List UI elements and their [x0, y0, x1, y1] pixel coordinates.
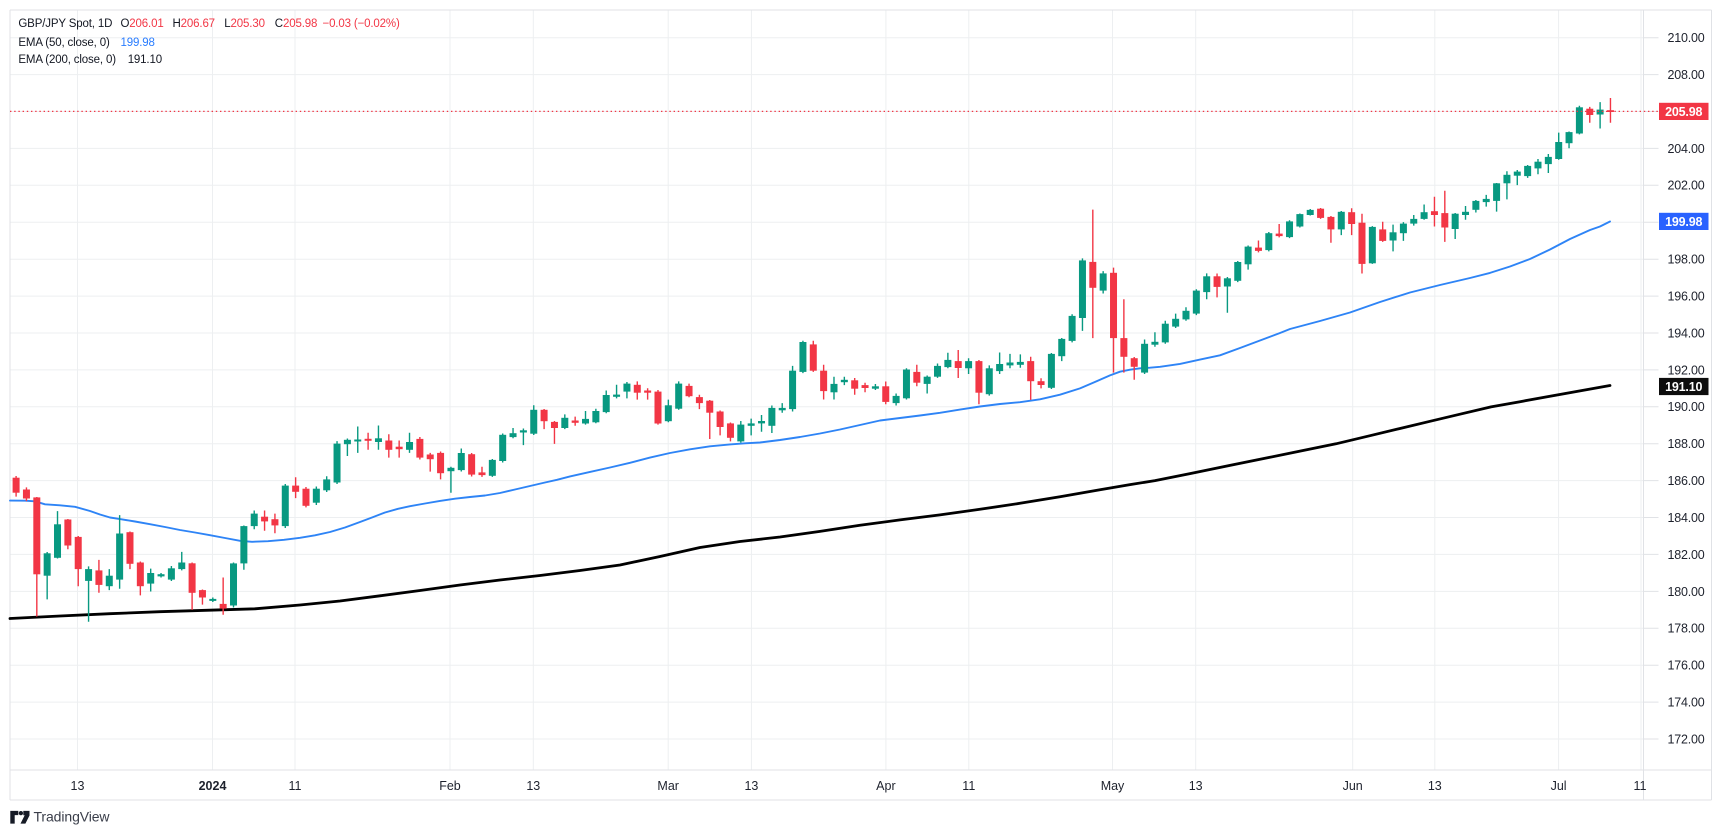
- svg-text:188.00: 188.00: [1668, 437, 1705, 451]
- svg-text:13: 13: [1189, 779, 1203, 793]
- svg-text:178.00: 178.00: [1668, 622, 1705, 636]
- svg-text:199.98: 199.98: [1665, 215, 1702, 229]
- svg-text:2024: 2024: [199, 779, 227, 793]
- svg-text:182.00: 182.00: [1668, 548, 1705, 562]
- svg-text:184.00: 184.00: [1668, 511, 1705, 525]
- svg-text:TradingView: TradingView: [34, 809, 111, 825]
- svg-text:190.00: 190.00: [1668, 400, 1705, 414]
- svg-text:Apr: Apr: [876, 779, 895, 793]
- svg-text:210.00: 210.00: [1668, 31, 1705, 45]
- svg-text:196.00: 196.00: [1668, 290, 1705, 304]
- svg-text:204.00: 204.00: [1668, 142, 1705, 156]
- svg-text:202.00: 202.00: [1668, 179, 1705, 193]
- svg-text:205.98: 205.98: [1665, 105, 1702, 119]
- svg-text:186.00: 186.00: [1668, 474, 1705, 488]
- svg-text:198.00: 198.00: [1668, 253, 1705, 267]
- svg-text:194.00: 194.00: [1668, 326, 1705, 340]
- svg-text:192.00: 192.00: [1668, 363, 1705, 377]
- svg-text:176.00: 176.00: [1668, 659, 1705, 673]
- svg-text:Mar: Mar: [657, 779, 679, 793]
- svg-text:11: 11: [289, 779, 302, 793]
- svg-text:Jun: Jun: [1343, 779, 1363, 793]
- svg-text:11: 11: [962, 779, 975, 793]
- svg-text:180.00: 180.00: [1668, 585, 1705, 599]
- svg-text:Feb: Feb: [439, 779, 461, 793]
- svg-text:13: 13: [1428, 779, 1442, 793]
- svg-text:Jul: Jul: [1551, 779, 1567, 793]
- svg-text:13: 13: [71, 779, 85, 793]
- svg-text:May: May: [1101, 779, 1125, 793]
- svg-text:13: 13: [526, 779, 540, 793]
- svg-text:13: 13: [744, 779, 758, 793]
- svg-text:208.00: 208.00: [1668, 68, 1705, 82]
- svg-text:172.00: 172.00: [1668, 732, 1705, 746]
- svg-text:11: 11: [1634, 779, 1647, 793]
- svg-text:191.10: 191.10: [1665, 380, 1702, 394]
- svg-text:174.00: 174.00: [1668, 696, 1705, 710]
